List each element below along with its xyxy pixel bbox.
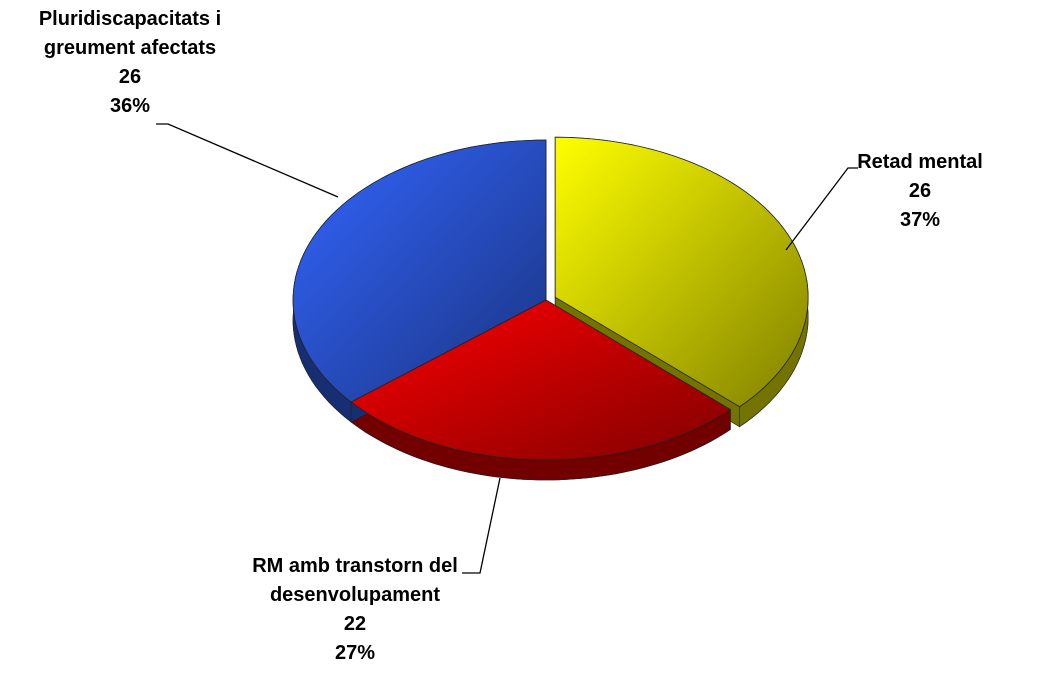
data-label: Pluridiscapacitats i greument afectats 26… [0, 5, 260, 121]
percent-label: 27% [334, 642, 376, 664]
value-label: 26 [118, 66, 142, 88]
percent-label: 36% [109, 95, 151, 117]
data-label: Retad mental 26 37% [830, 148, 1010, 235]
leader-line [156, 123, 339, 198]
value-label: 22 [343, 613, 367, 635]
category-label: Pluridiscapacitats i greument afectats [38, 8, 222, 59]
category-label: RM amb transtorn del desenvolupament [252, 555, 458, 606]
leader-line [785, 167, 858, 251]
category-label: Retad mental [857, 151, 983, 173]
percent-label: 37% [899, 209, 941, 231]
leader-line [462, 477, 501, 574]
slice [554, 136, 809, 408]
value-label: 26 [908, 180, 932, 202]
slice [292, 139, 547, 403]
slice [350, 299, 732, 461]
data-label: RM amb transtorn del desenvolupament 22 27… [220, 552, 490, 668]
